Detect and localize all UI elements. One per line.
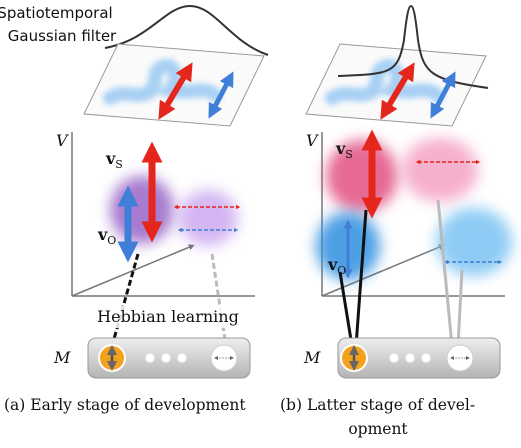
dot bbox=[406, 354, 415, 363]
blob bbox=[402, 138, 478, 202]
learning-label: Hebbian learning bbox=[97, 307, 239, 326]
connection bbox=[458, 270, 462, 346]
connection bbox=[340, 272, 352, 346]
dot bbox=[178, 354, 187, 363]
caption: (a) Early stage of development bbox=[4, 396, 246, 414]
dot bbox=[390, 354, 399, 363]
filter-label: Spatiotemporal bbox=[0, 4, 113, 22]
page: Spatiotemporal Gaussian filter V vS vO H… bbox=[0, 0, 521, 448]
figure: Spatiotemporal Gaussian filter V vS vO H… bbox=[0, 0, 521, 448]
dot bbox=[146, 354, 155, 363]
dot bbox=[422, 354, 431, 363]
blob bbox=[436, 208, 512, 276]
caption: opment bbox=[348, 420, 408, 438]
motor-label: M bbox=[53, 348, 71, 367]
axis-label: V bbox=[306, 131, 319, 150]
velocity-label-sub: S bbox=[345, 148, 353, 161]
blob bbox=[110, 176, 174, 244]
filter-label: Gaussian filter bbox=[8, 27, 117, 45]
axis bbox=[72, 246, 192, 296]
dot bbox=[162, 354, 171, 363]
blob bbox=[178, 190, 238, 246]
velocity-label: vO bbox=[97, 225, 116, 247]
axis-label: V bbox=[56, 131, 69, 150]
panel-a: Spatiotemporal Gaussian filter V vS vO H… bbox=[0, 4, 268, 378]
panel-b: V vS vO M bbox=[303, 6, 512, 378]
connection bbox=[212, 254, 226, 346]
motor-label: M bbox=[303, 348, 321, 367]
velocity-label: vS bbox=[105, 149, 123, 171]
velocity-label-sub: S bbox=[115, 158, 123, 171]
connection bbox=[112, 254, 138, 346]
velocity-label-sub: O bbox=[107, 234, 116, 247]
caption: (b) Latter stage of devel- bbox=[280, 396, 475, 414]
